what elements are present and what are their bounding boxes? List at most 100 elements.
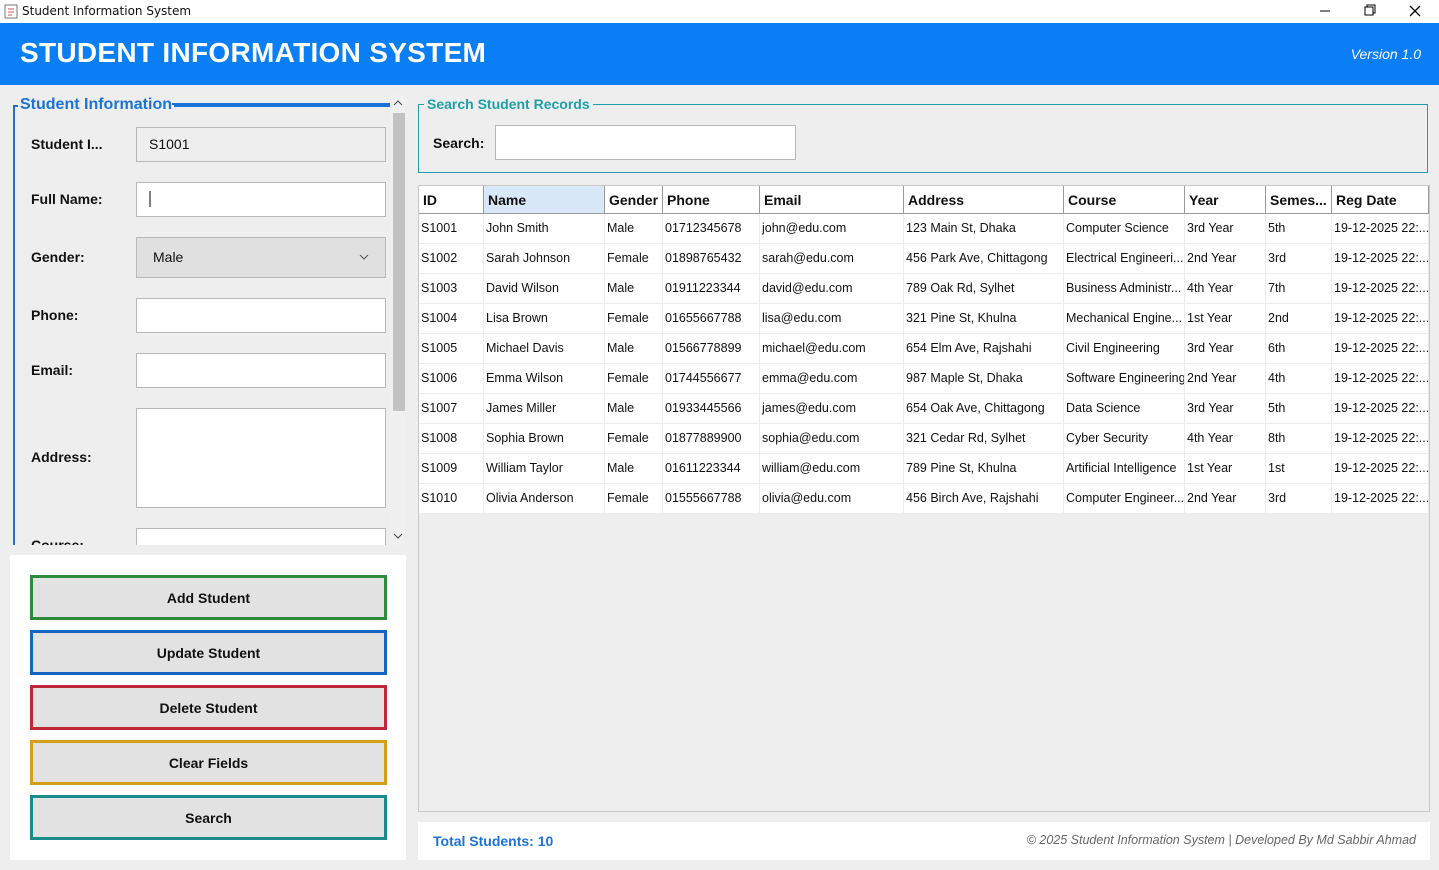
table-cell[interactable]: David Wilson bbox=[484, 274, 605, 304]
table-cell[interactable]: 1st Year bbox=[1185, 454, 1266, 484]
field-input[interactable] bbox=[136, 182, 386, 217]
table-cell[interactable]: Female bbox=[605, 364, 663, 394]
action-button[interactable]: Add Student bbox=[30, 575, 387, 620]
table-cell[interactable]: Emma Wilson bbox=[484, 364, 605, 394]
table-cell[interactable]: 4th bbox=[1266, 364, 1332, 394]
table-cell[interactable]: sarah@edu.com bbox=[760, 244, 904, 274]
table-cell[interactable]: Female bbox=[605, 304, 663, 334]
column-header[interactable]: Phone bbox=[663, 186, 760, 214]
column-header[interactable]: Reg Date bbox=[1332, 186, 1429, 214]
table-cell[interactable]: 19-12-2025 22:... bbox=[1332, 484, 1429, 514]
column-header[interactable]: Year bbox=[1185, 186, 1266, 214]
action-button[interactable]: Search bbox=[30, 795, 387, 840]
table-cell[interactable]: Cyber Security bbox=[1064, 424, 1185, 454]
table-cell[interactable]: 19-12-2025 22:... bbox=[1332, 244, 1429, 274]
table-cell[interactable]: 19-12-2025 22:... bbox=[1332, 334, 1429, 364]
column-header[interactable]: Course bbox=[1064, 186, 1185, 214]
table-cell[interactable]: 789 Pine St, Khulna bbox=[904, 454, 1064, 484]
table-cell[interactable]: 01898765432 bbox=[663, 244, 760, 274]
column-header[interactable]: Gender bbox=[605, 186, 663, 214]
table-cell[interactable]: 19-12-2025 22:... bbox=[1332, 454, 1429, 484]
table-cell[interactable]: Male bbox=[605, 214, 663, 244]
table-cell[interactable]: 01744556677 bbox=[663, 364, 760, 394]
field-input[interactable] bbox=[136, 408, 386, 508]
table-cell[interactable]: S1008 bbox=[419, 424, 484, 454]
table-cell[interactable]: 654 Elm Ave, Rajshahi bbox=[904, 334, 1064, 364]
table-cell[interactable]: 5th bbox=[1266, 214, 1332, 244]
table-cell[interactable]: S1004 bbox=[419, 304, 484, 334]
search-input[interactable] bbox=[495, 125, 796, 160]
table-cell[interactable]: 8th bbox=[1266, 424, 1332, 454]
table-cell[interactable]: 19-12-2025 22:... bbox=[1332, 394, 1429, 424]
field-input[interactable]: S1001 bbox=[136, 127, 386, 162]
window-controls[interactable] bbox=[1310, 0, 1439, 23]
table-cell[interactable]: 123 Main St, Dhaka bbox=[904, 214, 1064, 244]
table-cell[interactable]: olivia@edu.com bbox=[760, 484, 904, 514]
table-cell[interactable]: michael@edu.com bbox=[760, 334, 904, 364]
table-cell[interactable]: lisa@edu.com bbox=[760, 304, 904, 334]
table-cell[interactable]: 321 Cedar Rd, Sylhet bbox=[904, 424, 1064, 454]
table-cell[interactable]: Male bbox=[605, 454, 663, 484]
scroll-up[interactable] bbox=[393, 99, 403, 107]
scroll-thumb[interactable] bbox=[393, 113, 405, 411]
table-cell[interactable]: david@edu.com bbox=[760, 274, 904, 304]
table-cell[interactable]: Computer Engineer... bbox=[1064, 484, 1185, 514]
column-header[interactable]: Email bbox=[760, 186, 904, 214]
table-cell[interactable]: Civil Engineering bbox=[1064, 334, 1185, 364]
table-cell[interactable]: 19-12-2025 22:... bbox=[1332, 364, 1429, 394]
table-cell[interactable]: 1st Year bbox=[1185, 304, 1266, 334]
table-cell[interactable]: S1003 bbox=[419, 274, 484, 304]
table-cell[interactable]: 4th Year bbox=[1185, 424, 1266, 454]
table-cell[interactable]: 4th Year bbox=[1185, 274, 1266, 304]
table-cell[interactable]: S1001 bbox=[419, 214, 484, 244]
table-cell[interactable]: S1005 bbox=[419, 334, 484, 364]
table-cell[interactable]: 987 Maple St, Dhaka bbox=[904, 364, 1064, 394]
table-cell[interactable]: Artificial Intelligence bbox=[1064, 454, 1185, 484]
table-cell[interactable]: William Taylor bbox=[484, 454, 605, 484]
table-cell[interactable]: emma@edu.com bbox=[760, 364, 904, 394]
table-cell[interactable]: 1st bbox=[1266, 454, 1332, 484]
table-cell[interactable]: Mechanical Engine... bbox=[1064, 304, 1185, 334]
table-cell[interactable]: 19-12-2025 22:... bbox=[1332, 274, 1429, 304]
field-input[interactable] bbox=[136, 298, 386, 333]
column-header[interactable]: ID bbox=[419, 186, 484, 214]
table-cell[interactable]: Software Engineering bbox=[1064, 364, 1185, 394]
table-cell[interactable]: 19-12-2025 22:... bbox=[1332, 424, 1429, 454]
table-cell[interactable]: Male bbox=[605, 274, 663, 304]
table-cell[interactable]: 01611223344 bbox=[663, 454, 760, 484]
table-cell[interactable]: 3rd bbox=[1266, 484, 1332, 514]
table-cell[interactable]: Sophia Brown bbox=[484, 424, 605, 454]
table-cell[interactable]: S1006 bbox=[419, 364, 484, 394]
table-cell[interactable]: 01566778899 bbox=[663, 334, 760, 364]
action-button[interactable]: Delete Student bbox=[30, 685, 387, 730]
table-cell[interactable]: sophia@edu.com bbox=[760, 424, 904, 454]
table-cell[interactable]: Male bbox=[605, 334, 663, 364]
column-header[interactable]: Address bbox=[904, 186, 1064, 214]
table-cell[interactable]: Female bbox=[605, 424, 663, 454]
table-cell[interactable]: 321 Pine St, Khulna bbox=[904, 304, 1064, 334]
table-cell[interactable]: 789 Oak Rd, Sylhet bbox=[904, 274, 1064, 304]
table-cell[interactable]: 2nd Year bbox=[1185, 244, 1266, 274]
table-cell[interactable]: 7th bbox=[1266, 274, 1332, 304]
table-cell[interactable]: S1010 bbox=[419, 484, 484, 514]
table-cell[interactable]: 01655667788 bbox=[663, 304, 760, 334]
table-cell[interactable]: Female bbox=[605, 484, 663, 514]
table-cell[interactable]: 3rd bbox=[1266, 244, 1332, 274]
field-input[interactable] bbox=[136, 528, 386, 545]
table-cell[interactable]: Business Administr... bbox=[1064, 274, 1185, 304]
table-cell[interactable]: william@edu.com bbox=[760, 454, 904, 484]
action-button[interactable]: Clear Fields bbox=[30, 740, 387, 785]
table-cell[interactable]: 01911223344 bbox=[663, 274, 760, 304]
table-cell[interactable]: James Miller bbox=[484, 394, 605, 424]
scroll-down[interactable] bbox=[393, 532, 403, 540]
table-cell[interactable]: 2nd Year bbox=[1185, 364, 1266, 394]
table-cell[interactable]: Lisa Brown bbox=[484, 304, 605, 334]
table-cell[interactable]: John Smith bbox=[484, 214, 605, 244]
table-cell[interactable]: 5th bbox=[1266, 394, 1332, 424]
table-cell[interactable]: 2nd Year bbox=[1185, 484, 1266, 514]
table-cell[interactable]: 01712345678 bbox=[663, 214, 760, 244]
table-cell[interactable]: 456 Birch Ave, Rajshahi bbox=[904, 484, 1064, 514]
table-cell[interactable]: 6th bbox=[1266, 334, 1332, 364]
table-cell[interactable]: Female bbox=[605, 244, 663, 274]
table-cell[interactable]: Computer Science bbox=[1064, 214, 1185, 244]
